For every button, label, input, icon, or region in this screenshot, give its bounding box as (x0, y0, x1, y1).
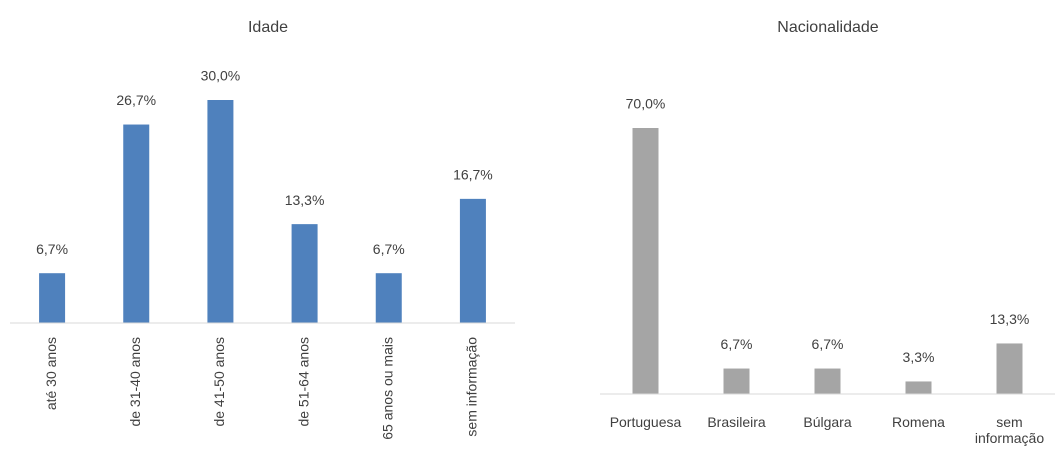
bar (39, 273, 66, 323)
bar (723, 368, 750, 394)
x-tick-label: de 51-64 anos (295, 337, 311, 427)
x-tick-label: de 31-40 anos (127, 337, 143, 427)
bar (123, 124, 150, 323)
chart-title: Idade (248, 19, 288, 36)
bar (814, 368, 841, 394)
bar (459, 198, 486, 323)
x-tick-label: de 41-50 anos (211, 337, 227, 427)
x-tick-label: Brasileira (707, 414, 766, 430)
data-label: 16,7% (453, 167, 493, 183)
x-tick-label: 65 anos ou mais (379, 337, 395, 440)
data-label: 30,0% (201, 68, 241, 84)
data-label: 6,7% (812, 336, 844, 352)
x-tick-label: Portuguesa (609, 414, 682, 430)
x-tick-label: sem informação (974, 414, 1045, 446)
x-tick-label: sem informação (464, 337, 480, 437)
x-tick-label: Romena (892, 414, 945, 430)
data-label: 6,7% (373, 241, 405, 257)
data-label: 13,3% (285, 192, 325, 208)
data-label: 26,7% (116, 92, 156, 108)
bar (291, 224, 318, 323)
bar (207, 100, 234, 323)
bar (996, 343, 1023, 394)
data-label: 3,3% (903, 349, 935, 365)
chart-title: Nacionalidade (777, 19, 879, 36)
bar (375, 273, 402, 323)
x-tick-label: Búlgara (803, 414, 852, 430)
bar (632, 128, 659, 394)
data-label: 6,7% (721, 336, 753, 352)
bar (905, 381, 932, 394)
x-tick-label: até 30 anos (43, 337, 59, 410)
data-label: 70,0% (626, 96, 666, 112)
data-label: 13,3% (990, 311, 1030, 327)
data-label: 6,7% (36, 241, 68, 257)
